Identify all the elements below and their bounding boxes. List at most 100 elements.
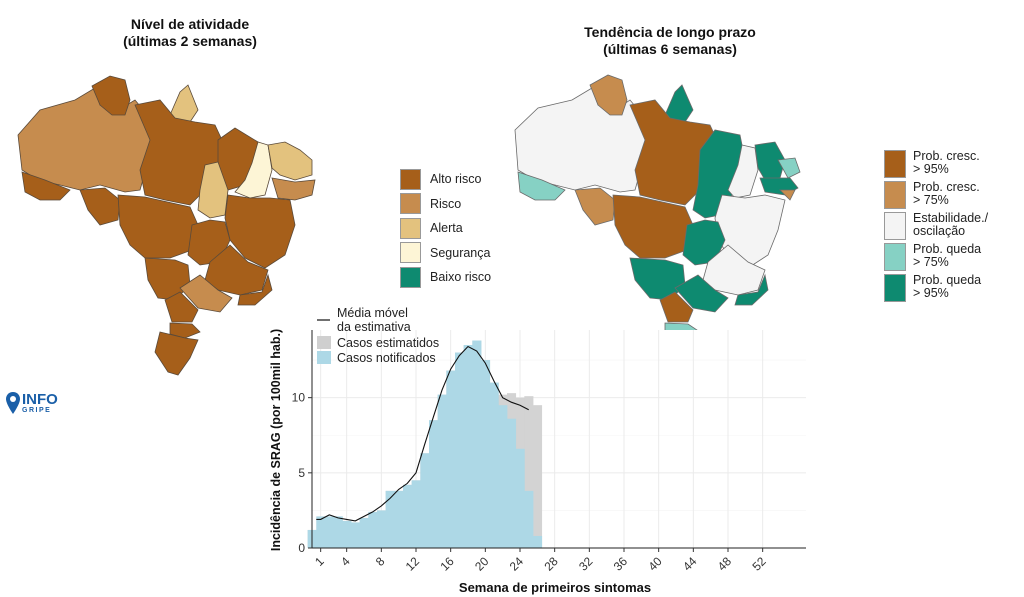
x-tick-label: 20 xyxy=(472,554,492,574)
map2-state-sp xyxy=(674,274,729,313)
x-tick-label: 52 xyxy=(749,554,769,574)
notified-bar xyxy=(533,535,543,548)
location-pin-icon xyxy=(6,392,20,414)
notified-bar xyxy=(368,511,378,548)
map2-legend-item: Prob. queda > 75% xyxy=(884,243,988,274)
logo-name: INFO xyxy=(22,390,58,408)
x-tick-label: 12 xyxy=(403,554,423,574)
map1-legend-item: Alerta xyxy=(400,216,491,241)
x-axis-label: Semana de primeiros sintomas xyxy=(459,580,651,595)
notified-bar xyxy=(437,394,447,548)
legend-estimated-key xyxy=(317,336,331,349)
y-tick-labels: 0 5 10 xyxy=(292,391,312,555)
x-tick-label: 40 xyxy=(645,554,665,574)
notified-bar xyxy=(377,510,387,548)
legend-label: Alerta xyxy=(430,221,463,236)
map1-state-sc xyxy=(169,322,201,339)
legend-label: Estabilidade./ oscilação xyxy=(913,211,989,238)
notified-bar xyxy=(481,360,491,548)
map1-title: Nível de atividade (últimas 2 semanas) xyxy=(100,16,280,50)
legend-swatch xyxy=(400,266,421,288)
map2-state-go xyxy=(682,219,726,266)
notified-bar xyxy=(351,522,361,548)
map2-legend-item: Prob. cresc. > 75% xyxy=(884,181,988,212)
notified-bar xyxy=(429,420,439,548)
map1-state-sp xyxy=(179,274,233,313)
legend-swatch xyxy=(400,193,421,215)
map1-legend: Alto risco Risco Alerta Segurança Baixo … xyxy=(400,167,491,290)
legend-swatch xyxy=(884,150,906,178)
legend-ma-label-2: da estimativa xyxy=(337,320,411,334)
map1-activity-level xyxy=(17,75,316,376)
map1-state-pe xyxy=(271,177,316,201)
map2-state-es xyxy=(734,273,769,306)
legend-ma-label-1: Média móvel xyxy=(337,306,408,320)
map1-state-to xyxy=(197,161,229,219)
notified-bar xyxy=(420,453,430,548)
map1-state-pr xyxy=(164,291,199,323)
legend-label: Segurança xyxy=(430,245,491,260)
map1-legend-item: Alto risco xyxy=(400,167,491,192)
notified-bar xyxy=(333,516,343,548)
map1-state-es xyxy=(237,273,273,306)
notified-bar xyxy=(455,352,465,548)
y-tick-label: 10 xyxy=(292,391,306,405)
notified-bar xyxy=(446,370,456,548)
map2-legend-item: Prob. queda > 95% xyxy=(884,274,988,305)
x-tick-label: 16 xyxy=(437,554,457,574)
legend-swatch xyxy=(400,217,421,239)
x-tick-label: 28 xyxy=(541,554,561,574)
map2-state-rn xyxy=(777,157,801,179)
notified-bar xyxy=(403,484,413,548)
map1-legend-item: Risco xyxy=(400,192,491,217)
legend-label: Baixo risco xyxy=(430,270,492,285)
legend-label: Prob. queda > 95% xyxy=(913,273,982,300)
legend-swatch xyxy=(400,168,421,190)
legend-swatch xyxy=(884,243,906,271)
map1-state-rs xyxy=(154,331,199,376)
map2-long-term-trend xyxy=(514,74,801,376)
x-tick-label: 4 xyxy=(338,554,353,569)
legend-label: Prob. queda > 75% xyxy=(913,242,982,269)
map1-legend-item: Baixo risco xyxy=(400,265,491,290)
map2-title-line1: Tendência de longo prazo xyxy=(584,24,756,40)
map1-title-line1: Nível de atividade xyxy=(130,16,250,32)
legend-notified-key xyxy=(317,351,331,364)
notified-bar xyxy=(507,418,517,548)
map1-legend-item: Segurança xyxy=(400,241,491,266)
map2-state-rr xyxy=(589,74,628,116)
map2-title-line2: (últimas 6 semanas) xyxy=(603,41,737,57)
notified-bar xyxy=(498,405,508,548)
infogripe-logo: INFO GRIPE xyxy=(6,392,58,414)
legend-swatch xyxy=(884,181,906,209)
notified-bar xyxy=(394,490,404,548)
notified-bar xyxy=(359,517,369,548)
estimated-bar xyxy=(524,396,534,548)
map1-state-ms xyxy=(144,257,191,301)
map2-state-mt xyxy=(612,194,694,259)
notified-bar xyxy=(325,516,335,548)
moving-average-line xyxy=(316,345,529,522)
x-tick-label: 48 xyxy=(715,554,735,574)
legend-label: Alto risco xyxy=(430,172,482,187)
legend-swatch xyxy=(400,242,421,264)
notified-bars xyxy=(307,340,543,548)
notified-bar xyxy=(316,516,326,548)
x-tick-label: 8 xyxy=(373,554,388,569)
chart-legend: Média móvel da estimativa Casos estimati… xyxy=(317,306,439,365)
map1-title-line2: (últimas 2 semanas) xyxy=(123,33,257,49)
legend-swatch xyxy=(884,212,906,240)
notified-bar xyxy=(524,490,534,548)
notified-bar xyxy=(489,382,499,548)
map1-state-ro xyxy=(79,187,121,226)
x-tick-label: 1 xyxy=(312,554,327,569)
map1-state-ac xyxy=(21,171,71,201)
estimated-bar xyxy=(533,405,543,548)
legend-notified-label: Casos notificados xyxy=(337,351,436,365)
y-tick-label: 5 xyxy=(298,466,305,480)
map2-state-se xyxy=(779,189,796,201)
notified-bar xyxy=(515,448,525,548)
x-tick-labels: 1 4 8 12 16 20 24 28 32 36 40 44 48 52 xyxy=(312,548,769,574)
